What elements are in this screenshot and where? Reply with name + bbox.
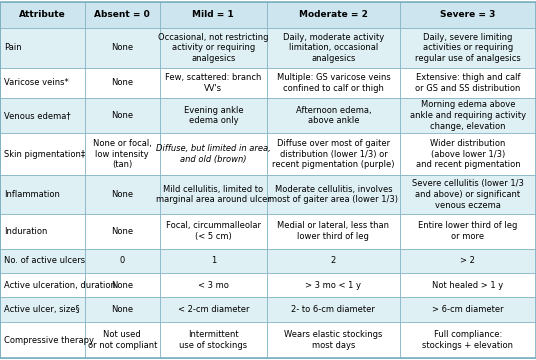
Bar (267, 28, 400, 68)
Text: Multiple: GS varicose veins
confined to calf or thigh: Multiple: GS varicose veins confined to … (277, 73, 390, 93)
Text: 2- to 6-cm diameter: 2- to 6-cm diameter (292, 305, 375, 314)
Text: Inflammation: Inflammation (4, 190, 59, 199)
Text: Mild = 1: Mild = 1 (192, 10, 234, 19)
Bar (85, 273, 160, 297)
Bar (400, 322, 536, 358)
Bar (85, 98, 160, 133)
Bar (400, 28, 536, 68)
Bar (85, 248, 160, 273)
Bar (0, 28, 85, 68)
Bar (85, 322, 160, 358)
Text: Daily, severe limiting
activities or requiring
regular use of analgesics: Daily, severe limiting activities or req… (415, 32, 521, 63)
Text: Evening ankle
edema only: Evening ankle edema only (183, 105, 243, 125)
Bar (267, 68, 400, 98)
Text: 2: 2 (331, 256, 336, 265)
Text: Daily, moderate activity
limitation, occasional
analgesics: Daily, moderate activity limitation, occ… (283, 32, 384, 63)
Bar (267, 2, 400, 28)
Bar (400, 68, 536, 98)
Bar (0, 175, 85, 214)
Text: Diffuse over most of gaiter
distribution (lower 1/3) or
recent pigmentation (pur: Diffuse over most of gaiter distribution… (272, 139, 394, 169)
Text: Not healed > 1 y: Not healed > 1 y (433, 281, 503, 290)
Text: < 3 mo: < 3 mo (198, 281, 229, 290)
Bar (85, 133, 160, 175)
Bar (160, 297, 267, 322)
Bar (400, 98, 536, 133)
Bar (0, 322, 85, 358)
Text: None: None (111, 305, 133, 314)
Bar (0, 68, 85, 98)
Bar (85, 297, 160, 322)
Text: Few, scattered: branch
VV's: Few, scattered: branch VV's (165, 73, 262, 93)
Text: None: None (111, 78, 133, 87)
Bar (160, 2, 267, 28)
Bar (0, 297, 85, 322)
Text: Active ulceration, duration: Active ulceration, duration (4, 281, 116, 290)
Text: Not used
or not compliant: Not used or not compliant (87, 330, 157, 350)
Bar (267, 98, 400, 133)
Text: > 2: > 2 (460, 256, 475, 265)
Bar (400, 2, 536, 28)
Text: Compressive therapy: Compressive therapy (4, 336, 94, 345)
Text: Afternoon edema,
above ankle: Afternoon edema, above ankle (295, 105, 371, 125)
Bar (400, 248, 536, 273)
Bar (400, 175, 536, 214)
Bar (400, 297, 536, 322)
Text: 1: 1 (211, 256, 216, 265)
Bar (0, 273, 85, 297)
Text: Moderate cellulitis, involves
most of gaiter area (lower 1/3): Moderate cellulitis, involves most of ga… (269, 185, 398, 204)
Text: Skin pigmentation‡: Skin pigmentation‡ (4, 149, 85, 158)
Bar (160, 175, 267, 214)
Text: None: None (111, 111, 133, 120)
Bar (0, 133, 85, 175)
Bar (267, 297, 400, 322)
Bar (267, 248, 400, 273)
Text: Entire lower third of leg
or more: Entire lower third of leg or more (418, 221, 518, 241)
Bar (0, 98, 85, 133)
Bar (160, 98, 267, 133)
Bar (267, 133, 400, 175)
Text: > 3 mo < 1 y: > 3 mo < 1 y (306, 281, 361, 290)
Text: Absent = 0: Absent = 0 (94, 10, 150, 19)
Bar (400, 214, 536, 248)
Text: None: None (111, 43, 133, 52)
Text: Induration: Induration (4, 227, 47, 236)
Text: Mild cellulitis, limited to
marginal area around ulcer: Mild cellulitis, limited to marginal are… (156, 185, 271, 204)
Bar (160, 28, 267, 68)
Bar (85, 175, 160, 214)
Text: Intermittent
use of stockings: Intermittent use of stockings (179, 330, 248, 350)
Text: None: None (111, 227, 133, 236)
Text: 0: 0 (120, 256, 125, 265)
Bar (160, 248, 267, 273)
Bar (267, 273, 400, 297)
Text: Moderate = 2: Moderate = 2 (299, 10, 368, 19)
Bar (85, 214, 160, 248)
Text: Full compliance:
stockings + elevation: Full compliance: stockings + elevation (422, 330, 513, 350)
Bar (0, 248, 85, 273)
Bar (160, 68, 267, 98)
Text: > 6-cm diameter: > 6-cm diameter (432, 305, 504, 314)
Text: Severe cellulitis (lower 1/3
and above) or significant
venous eczema: Severe cellulitis (lower 1/3 and above) … (412, 179, 524, 210)
Text: Extensive: thigh and calf
or GS and SS distribution: Extensive: thigh and calf or GS and SS d… (415, 73, 520, 93)
Text: Morning edema above
ankle and requiring activity
change, elevation: Morning edema above ankle and requiring … (410, 100, 526, 131)
Bar (160, 214, 267, 248)
Text: Wider distribution
(above lower 1/3)
and recent pigmentation: Wider distribution (above lower 1/3) and… (415, 139, 520, 169)
Text: No. of active ulcers: No. of active ulcers (4, 256, 85, 265)
Bar (400, 273, 536, 297)
Text: Attribute: Attribute (19, 10, 66, 19)
Text: Diffuse, but limited in area,
and old (brown): Diffuse, but limited in area, and old (b… (156, 144, 271, 164)
Bar (400, 133, 536, 175)
Text: Varicose veins*: Varicose veins* (4, 78, 69, 87)
Bar (267, 322, 400, 358)
Bar (160, 273, 267, 297)
Text: Wears elastic stockings
most days: Wears elastic stockings most days (284, 330, 383, 350)
Text: Severe = 3: Severe = 3 (440, 10, 496, 19)
Bar (267, 175, 400, 214)
Bar (85, 68, 160, 98)
Bar (160, 322, 267, 358)
Text: Focal, circummalleolar
(< 5 cm): Focal, circummalleolar (< 5 cm) (166, 221, 261, 241)
Text: < 2-cm diameter: < 2-cm diameter (177, 305, 249, 314)
Bar (85, 28, 160, 68)
Text: Occasional, not restricting
activity or requiring
analgesics: Occasional, not restricting activity or … (158, 32, 269, 63)
Bar (0, 2, 85, 28)
Text: None: None (111, 190, 133, 199)
